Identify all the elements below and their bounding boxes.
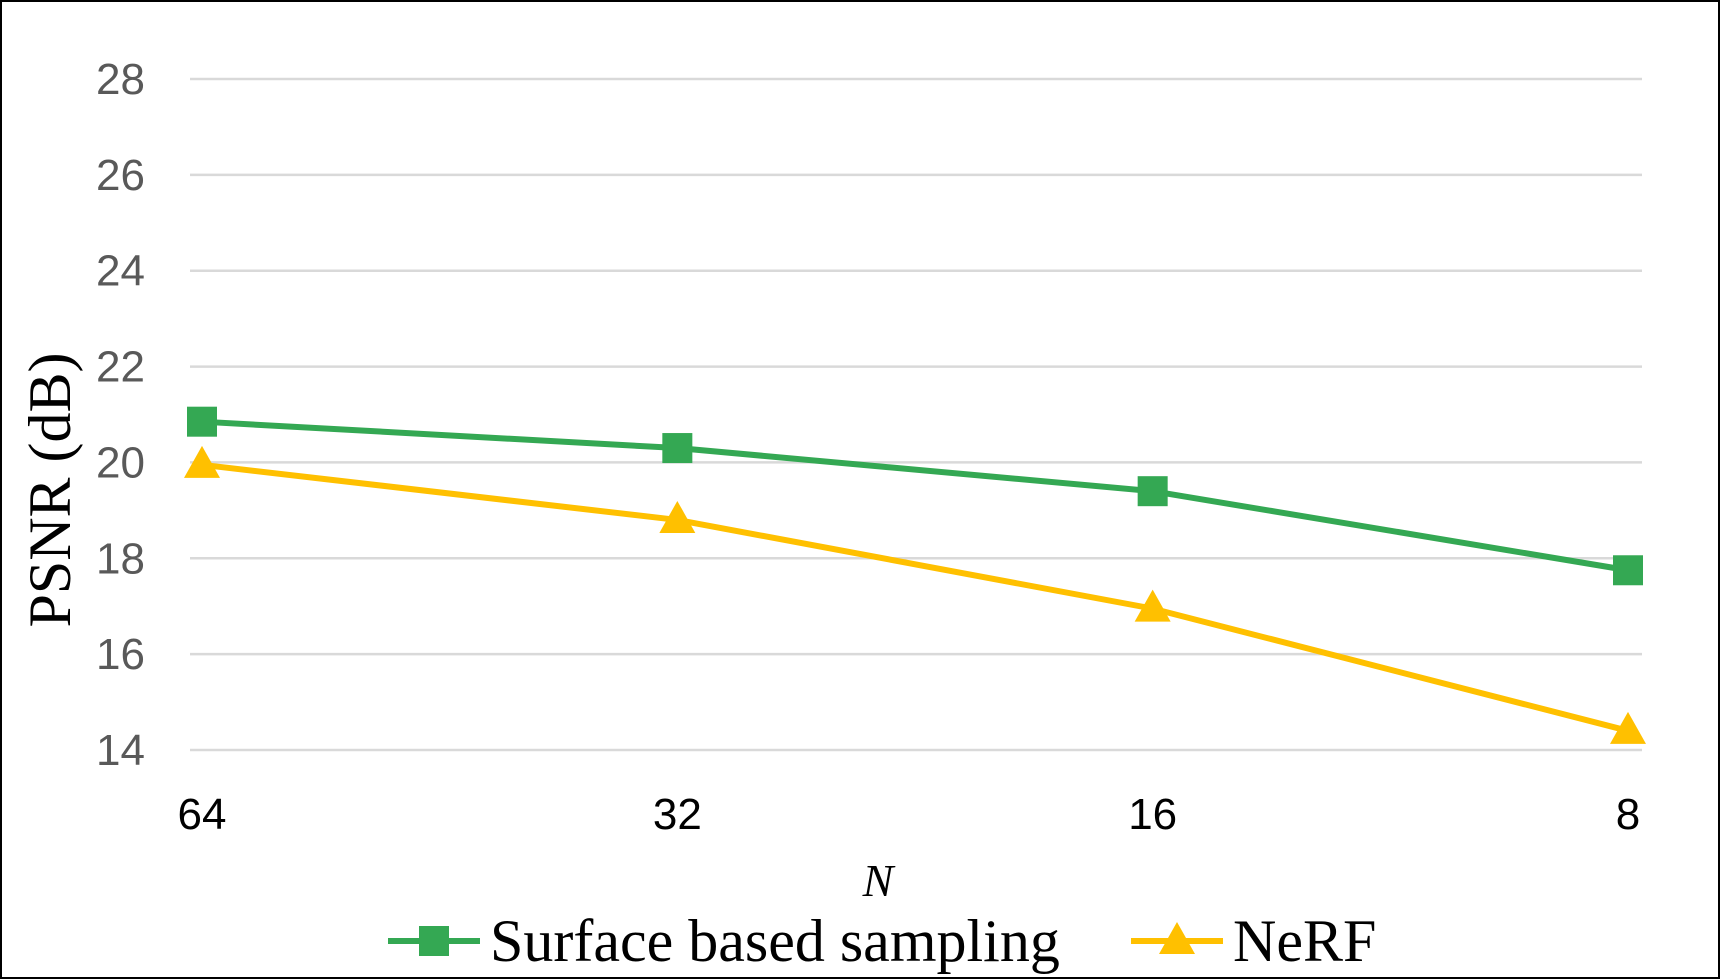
series-line — [201, 418, 1629, 574]
y-axis-title: PSNR (dB) — [17, 352, 83, 627]
y-tick-label: 24 — [96, 247, 145, 296]
gridlines — [190, 77, 1642, 752]
y-tick-label: 22 — [96, 343, 145, 392]
legend-swatch-marker — [1159, 922, 1195, 954]
x-tick-label: 16 — [1128, 790, 1177, 839]
series-0 — [187, 406, 1643, 586]
legend-item: Surface based sampling — [388, 908, 1060, 974]
data-point — [1137, 476, 1168, 507]
legend-item: NeRF — [1131, 908, 1376, 974]
x-tick-label: 32 — [653, 790, 702, 839]
data-point — [662, 433, 693, 464]
series-1 — [184, 445, 1646, 744]
data-point — [659, 500, 696, 533]
series-lines — [184, 406, 1646, 744]
legend: Surface based sampling NeRF — [388, 908, 1376, 974]
series-line — [201, 461, 1629, 734]
y-tick-label: 18 — [96, 534, 145, 583]
legend-label: NeRF — [1233, 908, 1376, 974]
data-point — [187, 406, 217, 437]
data-point — [1134, 589, 1171, 622]
y-tick-label: 28 — [96, 55, 145, 104]
y-tick-labels: 14 16 18 20 22 24 26 28 — [96, 55, 145, 775]
y-tick-label: 16 — [96, 630, 145, 679]
data-point — [184, 445, 220, 478]
legend-swatch-marker — [419, 926, 449, 956]
data-point — [1613, 555, 1643, 586]
legend-label: Surface based sampling — [490, 908, 1060, 974]
data-point — [1610, 711, 1646, 744]
x-axis-title: N — [862, 855, 896, 906]
y-tick-label: 14 — [96, 726, 145, 775]
x-tick-labels: 64 32 16 8 — [178, 790, 1641, 839]
x-tick-label: 64 — [178, 790, 227, 839]
x-tick-label: 8 — [1616, 790, 1640, 839]
y-tick-label: 20 — [96, 438, 145, 487]
y-tick-label: 26 — [96, 151, 145, 200]
